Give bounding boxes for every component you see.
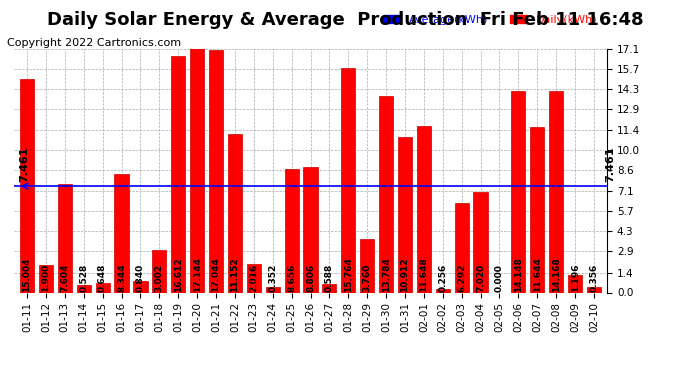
Text: 0.528: 0.528 xyxy=(79,264,88,292)
Text: 0.000: 0.000 xyxy=(495,264,504,292)
Bar xyxy=(115,174,128,292)
Text: 0.648: 0.648 xyxy=(98,263,107,292)
Text: 8.656: 8.656 xyxy=(287,263,296,292)
Text: 0.352: 0.352 xyxy=(268,264,277,292)
Text: 14.168: 14.168 xyxy=(552,257,561,292)
Bar xyxy=(549,90,563,292)
Text: 7.020: 7.020 xyxy=(476,264,485,292)
Bar xyxy=(417,126,431,292)
Text: 17.044: 17.044 xyxy=(212,257,221,292)
Text: 15.004: 15.004 xyxy=(23,257,32,292)
Text: 17.144: 17.144 xyxy=(193,257,201,292)
Text: Daily Solar Energy & Average  Production  Fri Feb 11 16:48: Daily Solar Energy & Average Production … xyxy=(47,11,643,29)
Bar xyxy=(342,68,355,292)
Bar xyxy=(322,284,337,292)
Bar xyxy=(284,169,299,292)
Bar xyxy=(398,137,412,292)
Text: 16.612: 16.612 xyxy=(174,257,183,292)
Text: 10.912: 10.912 xyxy=(400,257,409,292)
Bar xyxy=(379,96,393,292)
Text: 3.002: 3.002 xyxy=(155,264,164,292)
Bar xyxy=(360,239,374,292)
Text: 1.196: 1.196 xyxy=(571,263,580,292)
Bar xyxy=(587,287,601,292)
Text: 3.760: 3.760 xyxy=(363,263,372,292)
Bar xyxy=(39,266,53,292)
Legend: Average(kWh), Daily(kWh): Average(kWh), Daily(kWh) xyxy=(378,10,602,29)
Bar xyxy=(77,285,91,292)
Text: 2.016: 2.016 xyxy=(249,264,258,292)
Text: 1.900: 1.900 xyxy=(41,264,50,292)
Text: 7.461: 7.461 xyxy=(19,146,30,182)
Text: 8.806: 8.806 xyxy=(306,264,315,292)
Text: 15.764: 15.764 xyxy=(344,257,353,292)
Bar xyxy=(171,56,186,292)
Bar xyxy=(530,126,544,292)
Bar xyxy=(133,280,148,292)
Bar xyxy=(190,48,204,292)
Bar xyxy=(95,283,110,292)
Bar xyxy=(58,184,72,292)
Bar xyxy=(304,167,317,292)
Text: 13.784: 13.784 xyxy=(382,257,391,292)
Bar xyxy=(247,264,261,292)
Text: 0.356: 0.356 xyxy=(589,264,598,292)
Bar xyxy=(568,276,582,292)
Text: 0.588: 0.588 xyxy=(325,264,334,292)
Text: 11.644: 11.644 xyxy=(533,257,542,292)
Text: 6.292: 6.292 xyxy=(457,263,466,292)
Bar xyxy=(266,288,279,292)
Text: 14.148: 14.148 xyxy=(514,257,523,292)
Text: 7.604: 7.604 xyxy=(60,263,69,292)
Bar xyxy=(228,134,242,292)
Text: 7.461: 7.461 xyxy=(605,146,615,182)
Text: 0.256: 0.256 xyxy=(438,264,447,292)
Text: 11.648: 11.648 xyxy=(420,257,428,292)
Bar xyxy=(20,79,34,292)
Text: 11.152: 11.152 xyxy=(230,257,239,292)
Bar xyxy=(511,91,526,292)
Bar xyxy=(209,50,223,292)
Bar xyxy=(435,289,450,292)
Bar xyxy=(455,203,469,292)
Bar xyxy=(473,192,488,292)
Text: Copyright 2022 Cartronics.com: Copyright 2022 Cartronics.com xyxy=(7,38,181,48)
Bar xyxy=(152,250,166,292)
Text: 8.344: 8.344 xyxy=(117,263,126,292)
Text: 0.840: 0.840 xyxy=(136,264,145,292)
